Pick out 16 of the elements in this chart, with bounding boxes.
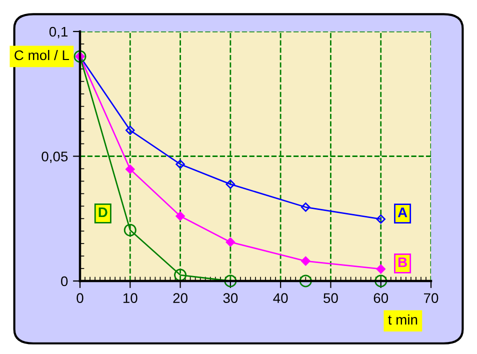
x-tick-label: 40 <box>273 293 288 304</box>
y-tick-label: 0,05 <box>42 152 68 164</box>
x-tick-label: 70 <box>424 293 438 304</box>
series-label: A <box>398 208 408 218</box>
y-tick-label: 0 <box>61 276 68 286</box>
x-axis-title: t min <box>388 314 418 325</box>
x-tick-label: 10 <box>123 293 138 304</box>
series-label: D <box>98 207 108 218</box>
y-axis-title: C mol / L <box>14 50 70 60</box>
x-tick-label: 20 <box>173 293 188 304</box>
x-tick-label: 30 <box>223 293 238 304</box>
x-tick-label: 0 <box>76 293 84 304</box>
x-tick-label: 60 <box>374 293 388 304</box>
y-tick-label: 0,1 <box>49 26 68 38</box>
x-tick-label: 50 <box>324 293 338 304</box>
series-label: B <box>398 258 407 268</box>
